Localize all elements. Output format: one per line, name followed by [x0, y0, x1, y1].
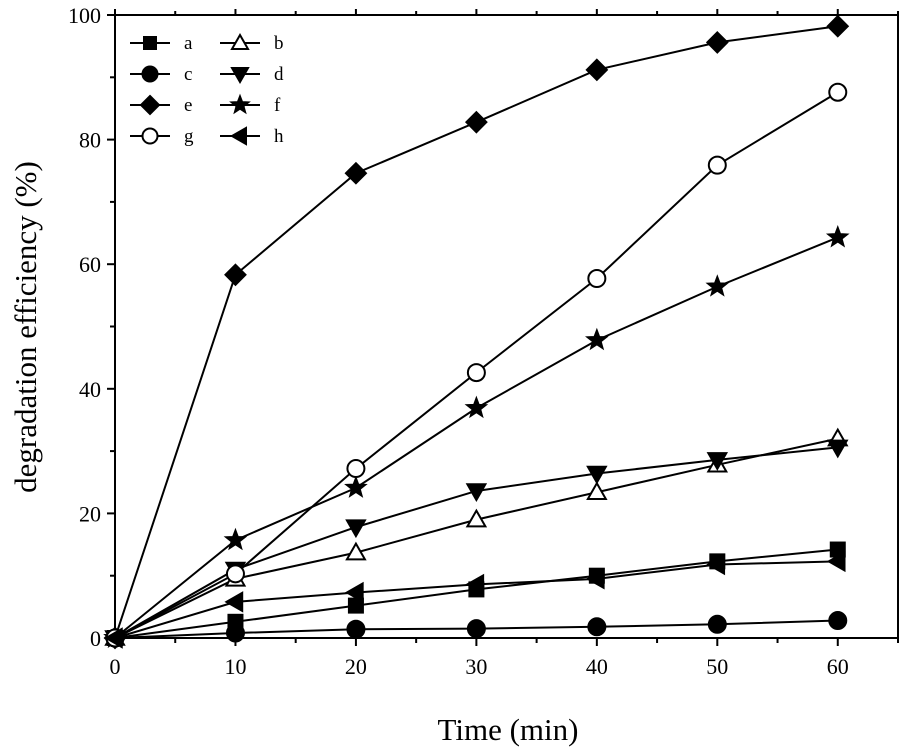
legend-marker-e	[139, 94, 161, 116]
y-tick-label: 20	[79, 501, 101, 526]
point-c-40	[587, 617, 607, 637]
point-c-50	[707, 614, 727, 634]
point-c-20	[346, 619, 366, 639]
x-tick-label: 60	[827, 654, 849, 679]
y-tick-label: 40	[79, 377, 101, 402]
legend-label-b: b	[274, 33, 284, 54]
x-tick-label: 20	[345, 654, 367, 679]
y-tick-label: 60	[79, 252, 101, 277]
point-b-40	[586, 481, 608, 500]
legend-marker-d	[230, 67, 250, 85]
y-axis-title: degradation efficiency (%)	[8, 161, 43, 493]
series-markers	[103, 14, 850, 650]
point-h-0	[103, 627, 123, 649]
point-e-30	[464, 110, 488, 134]
legend: a b c d e f g h	[130, 32, 284, 147]
point-c-10	[225, 623, 245, 643]
point-g-30	[466, 363, 486, 383]
point-h-40	[585, 568, 605, 590]
point-f-10	[223, 527, 248, 551]
point-h-10	[224, 591, 244, 613]
legend-marker-a	[143, 36, 157, 50]
series-line-b	[114, 437, 838, 639]
point-f-40	[585, 327, 609, 351]
point-d-50	[706, 452, 729, 471]
point-f-60	[825, 224, 850, 248]
legend-marker-b	[230, 32, 250, 50]
point-h-20	[344, 581, 364, 604]
series-line-f	[114, 236, 839, 639]
point-e-40	[585, 58, 609, 82]
point-h-50	[706, 553, 726, 576]
y-tick-label: 100	[68, 3, 101, 28]
x-axis-title: Time (min)	[438, 712, 579, 747]
point-g-20	[346, 459, 366, 479]
y-tick-label: 0	[90, 626, 101, 651]
legend-label-c: c	[184, 64, 192, 85]
legend-label-d: d	[274, 64, 284, 85]
series-line-d	[114, 446, 838, 639]
point-g-60	[828, 82, 848, 102]
point-d-60	[827, 439, 849, 459]
point-b-20	[345, 541, 367, 561]
point-f-20	[344, 475, 368, 498]
x-tick-label: 40	[586, 654, 608, 679]
point-g-10	[225, 564, 245, 584]
legend-marker-f	[229, 93, 251, 115]
point-e-10	[224, 263, 247, 287]
legend-marker-g	[141, 127, 159, 145]
legend-label-e: e	[184, 95, 192, 116]
point-c-30	[466, 619, 486, 639]
x-tick-label: 0	[110, 654, 121, 679]
x-tick-label: 10	[224, 654, 246, 679]
legend-marker-h	[229, 126, 247, 146]
point-e-50	[705, 30, 729, 54]
point-g-40	[587, 269, 607, 289]
point-h-30	[465, 573, 485, 596]
point-g-50	[707, 155, 727, 175]
point-h-60	[826, 550, 846, 573]
point-f-50	[705, 274, 730, 297]
point-e-20	[344, 161, 368, 185]
legend-label-a: a	[184, 33, 193, 54]
axes: 0 10 20 30 40 50 60 0 20 40 60 80 100	[68, 3, 899, 679]
point-e-60	[826, 14, 850, 38]
x-tick-label: 30	[465, 654, 487, 679]
legend-label-f: f	[274, 95, 281, 116]
x-tick-label: 50	[706, 654, 728, 679]
point-f-30	[464, 395, 489, 419]
point-d-40	[586, 465, 608, 485]
legend-label-g: g	[184, 126, 194, 147]
legend-marker-c	[141, 65, 159, 83]
point-c-60	[828, 611, 848, 631]
point-d-30	[465, 483, 488, 502]
point-d-20	[345, 519, 367, 539]
legend-label-h: h	[274, 126, 284, 147]
y-tick-label: 80	[79, 128, 101, 153]
point-b-30	[465, 508, 488, 528]
